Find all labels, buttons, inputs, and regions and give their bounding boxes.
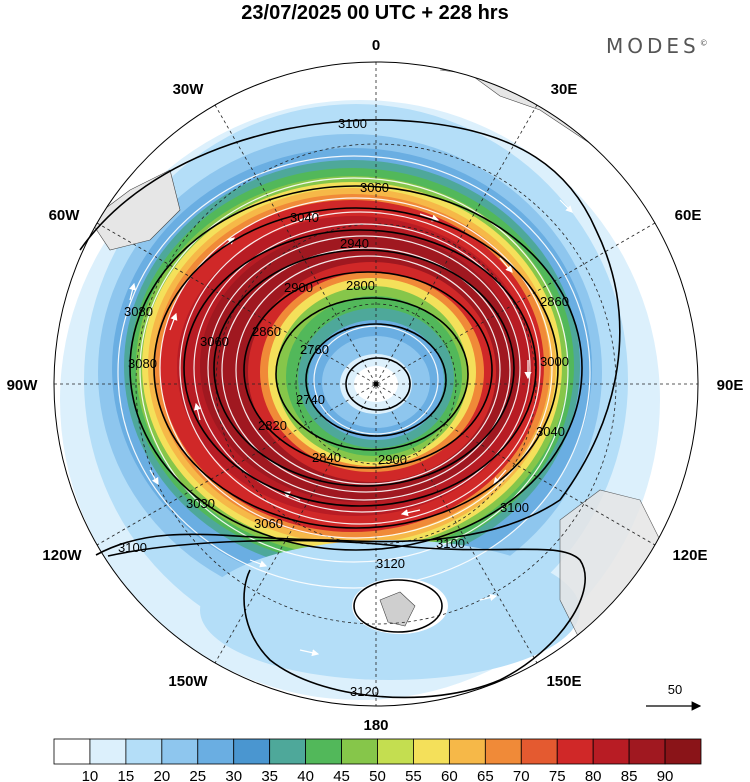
longitude-labels: 0 30W 30E 60W 60E 90W 90E 120W 120E 150W… [7, 37, 744, 734]
colorbar-swatch [413, 738, 450, 765]
lon-label-60w: 60W [49, 207, 81, 224]
colorbar-tick-label: 10 [82, 768, 99, 782]
contour-label: 2740 [296, 392, 325, 407]
colorbar-tick-label: 60 [441, 768, 458, 782]
contour-label: 3120 [376, 556, 405, 571]
south-pole-marker [373, 381, 379, 387]
contour-label: 2840 [312, 450, 341, 465]
contour-labels: 3100 3060 3040 2940 2900 2860 2800 2760 … [118, 116, 569, 699]
contour-label: 2800 [346, 278, 375, 293]
map-boundary [53, 61, 699, 707]
wind-streamlines [117, 155, 591, 589]
colorbar-tick-label: 35 [261, 768, 278, 782]
colorbar-tick-label: 20 [153, 768, 170, 782]
contour-label: 3080 [128, 356, 157, 371]
colorbar-swatch [197, 738, 235, 765]
lon-label-120w: 120W [42, 547, 82, 564]
contour-label: 3100 [338, 116, 367, 131]
colorbar-swatch [556, 738, 594, 765]
lon-label-90e: 90E [717, 377, 744, 394]
contour-label: 3060 [360, 180, 389, 195]
map-title: 23/07/2025 00 UTC + 228 hrs [241, 2, 509, 24]
brand-logo: MODES© [606, 34, 708, 58]
height-contours [79, 119, 621, 699]
lon-label-30w: 30W [173, 81, 205, 98]
lon-label-150e: 150E [546, 673, 581, 690]
contour-label: 2860 [540, 294, 569, 309]
lon-label-120e: 120E [672, 547, 707, 564]
contour-label: 3100 [500, 500, 529, 515]
colorbar-swatch [89, 738, 127, 765]
colorbar-tick-label: 25 [189, 768, 206, 782]
colorbar-swatch [448, 738, 486, 765]
wind-reference-value: 50 [668, 682, 682, 697]
contour-label: 2760 [300, 342, 329, 357]
brand-copyright: © [699, 38, 708, 48]
wind-speed-field [54, 62, 698, 706]
contour-label: 3000 [540, 354, 569, 369]
colorbar-tick-label: 40 [297, 768, 314, 782]
contour-label: 3040 [290, 210, 319, 225]
colorbar-swatch [341, 738, 378, 765]
lon-label-180: 180 [363, 717, 388, 734]
colorbar-tick-label: 85 [621, 768, 638, 782]
lon-label-90w: 90W [7, 377, 39, 394]
colorbar-tick-label: 55 [405, 768, 422, 782]
colorbar-tick-label: 50 [369, 768, 386, 782]
colorbar-swatch [628, 738, 666, 765]
contour-label: 3100 [118, 540, 147, 555]
contour-label: 3040 [536, 424, 565, 439]
contour-label: 2940 [340, 236, 369, 251]
colorbar-swatch [53, 738, 91, 765]
colorbar-swatch [233, 738, 271, 765]
colorbar-swatch [125, 738, 163, 765]
colorbar-tick-label: 45 [333, 768, 350, 782]
colorbar-tick-label: 70 [513, 768, 530, 782]
contour-label: 3100 [436, 536, 465, 551]
contour-label: 2820 [258, 418, 287, 433]
colorbar-tick-label: 30 [225, 768, 242, 782]
colorbar-swatch [305, 738, 342, 765]
colorbar-tick-label: 15 [118, 768, 135, 782]
brand-name: MODES [606, 34, 700, 58]
colorbar-swatch [377, 738, 414, 765]
colorbar-tick-label: 90 [657, 768, 674, 782]
contour-label: 2900 [378, 452, 407, 467]
colorbar-tick-label: 65 [477, 768, 494, 782]
colorbar-swatch [161, 738, 199, 765]
colorbar-swatch [520, 738, 558, 765]
contour-label: 3030 [186, 496, 215, 511]
wind-reference-legend: 50 [646, 682, 702, 711]
contour-label: 2860 [252, 324, 281, 339]
colorbar-swatch [592, 738, 630, 765]
wind-arrows [129, 199, 573, 657]
lon-label-30e: 30E [551, 81, 578, 98]
colorbar-tick-label: 80 [585, 768, 602, 782]
contour-label: 3060 [254, 516, 283, 531]
lon-label-0: 0 [372, 37, 380, 54]
colorbar-swatch [269, 738, 307, 765]
lon-label-150w: 150W [168, 673, 208, 690]
contour-label: 3120 [350, 684, 379, 699]
colorbar-tick-label: 75 [549, 768, 566, 782]
colorbar-swatch [484, 738, 522, 765]
contour-label: 2900 [284, 280, 313, 295]
contour-label: 3060 [200, 334, 229, 349]
colorbar-swatch [664, 738, 702, 765]
lon-label-60e: 60E [675, 207, 702, 224]
contour-label: 3080 [124, 304, 153, 319]
colorbar: 10 15 20 25 30 35 40 45 50 55 60 65 70 75 80 85 90 [53, 738, 702, 782]
